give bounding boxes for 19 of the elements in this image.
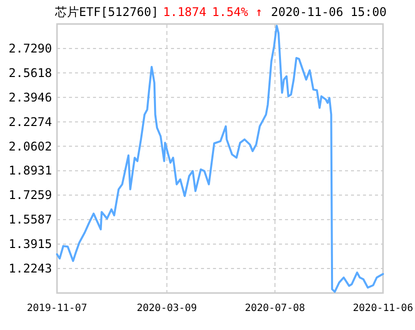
x-tick-label: 2019-11-07	[26, 303, 88, 314]
y-tick-label: 1.2243	[8, 262, 52, 276]
y-tick-label: 1.8931	[8, 164, 52, 178]
y-tick-label: 2.5618	[8, 66, 52, 80]
text: 1.54% ↑	[212, 5, 263, 19]
line-series	[56, 24, 384, 293]
y-tick-label: 2.7290	[8, 41, 52, 56]
y-tick-label: 2.0602	[8, 139, 52, 154]
y-tick-label: 1.3915	[8, 237, 52, 252]
chart-title: 芯片ETF[512760]	[54, 5, 158, 19]
x-tick-label: 2020-11-06	[352, 303, 414, 314]
text: 2020-11-06 15:00	[271, 5, 387, 19]
x-tick-label: 2020-07-08	[244, 303, 306, 314]
y-tick-label: 2.3946	[8, 90, 52, 104]
y-tick-label: 2.2274	[8, 114, 52, 129]
y-tick-label: 1.7259	[8, 188, 52, 202]
x-tick-label: 2020-03-09	[136, 303, 197, 314]
y-tick-label: 1.5587	[8, 212, 52, 227]
text: 1.1874	[163, 5, 206, 19]
